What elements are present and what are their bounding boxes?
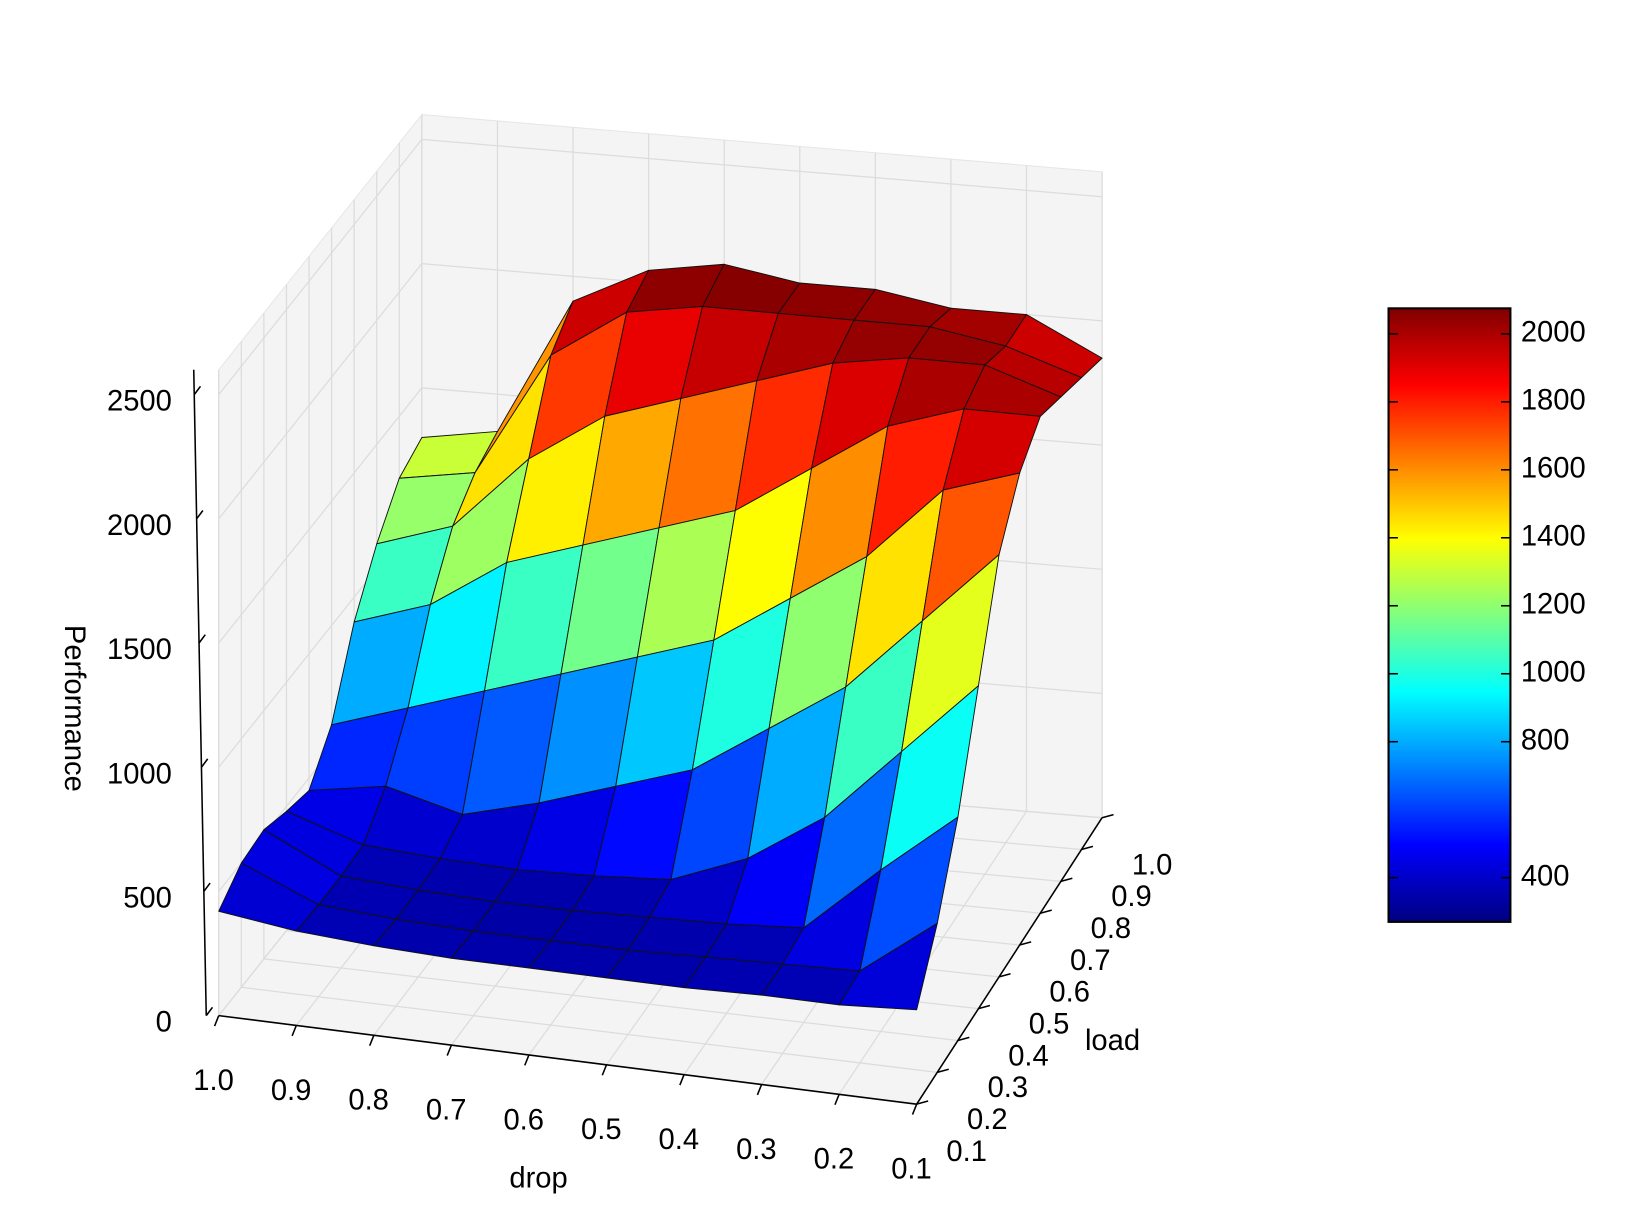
axes: 1.0 0.9 0.8 0.7 0.6 0.5 0.4 0.3 0.2 0.10.10.20.30… [58, 369, 1173, 1194]
y-tick-label: 0.7 [1070, 945, 1111, 977]
axis-line [218, 1014, 917, 1105]
grid-line [218, 387, 423, 644]
grid-line [263, 958, 958, 1042]
colorbar-tick-label: 1400 [1521, 520, 1586, 552]
colorbar: 400 800 1000 1200 1400 1600 1800 2000 [1387, 307, 1586, 923]
grid-line [218, 263, 423, 520]
x-tick [911, 1103, 918, 1115]
z-tick [196, 510, 204, 520]
colorbar-fill [1387, 307, 1512, 923]
z-tick-label: 0 [156, 1007, 172, 1039]
colorbar-tick-label: 1200 [1521, 588, 1586, 620]
colorbar-tick-label: 1000 [1521, 656, 1586, 688]
colorbar-tick-label: 800 [1521, 724, 1570, 756]
colorbar-tick-label: 1800 [1521, 385, 1586, 417]
z-tick [200, 758, 209, 768]
z-axis-label: Performance [58, 625, 90, 792]
grid-line [241, 986, 938, 1073]
z-tick [203, 882, 211, 892]
y-tick-label: 0.3 [988, 1072, 1029, 1104]
y-tick-label: 0.2 [967, 1104, 1008, 1136]
z-tick [198, 634, 206, 644]
x-tick-label: 0.9 [271, 1075, 312, 1107]
y-tick-label: 0.5 [1029, 1009, 1070, 1041]
surface [218, 263, 1103, 1011]
y-tick-label: 1.0 [1132, 849, 1173, 881]
y-tick-label: 0.6 [1049, 977, 1090, 1009]
z-tick-label: 1500 [107, 634, 172, 666]
x-tick-label: 0.6 [503, 1104, 544, 1136]
y-tick [937, 1068, 949, 1074]
x-tick-label: 0.4 [659, 1124, 700, 1156]
z-tick-label: 2000 [107, 510, 172, 542]
y-tick-label: 0.1 [946, 1136, 987, 1168]
x-tick [291, 1025, 298, 1037]
surface-patch [838, 922, 938, 1011]
x-tick [756, 1084, 763, 1096]
y-tick [998, 972, 1011, 978]
x-tick [368, 1035, 375, 1047]
x-tick-label: 0.5 [581, 1114, 622, 1146]
z-tick [193, 385, 202, 396]
grid-line [838, 810, 1028, 1095]
x-tick-label: 0.2 [814, 1144, 855, 1176]
y-tick [916, 1100, 929, 1105]
colorbar-tick-label: 1600 [1521, 452, 1586, 484]
axis-line [916, 817, 1103, 1105]
x-tick [601, 1064, 608, 1076]
y-tick [957, 1036, 970, 1042]
axis-line [192, 369, 208, 1016]
z-tick [205, 1006, 214, 1017]
z-tick-label: 2500 [107, 386, 172, 418]
x-tick [834, 1094, 840, 1106]
x-tick-label: 0.8 [348, 1085, 389, 1117]
colorbar-tick-label: 400 [1521, 860, 1570, 892]
x-tick [213, 1015, 220, 1027]
x-tick-label: 0.7 [426, 1095, 467, 1127]
y-tick [1019, 941, 1032, 946]
y-tick-label: 0.8 [1091, 913, 1132, 945]
x-tick [446, 1044, 453, 1056]
y-tick [1060, 877, 1073, 883]
z-tick-label: 1000 [107, 758, 172, 790]
y-tick [1081, 845, 1094, 851]
y-tick-label: 0.9 [1111, 881, 1152, 913]
x-tick [524, 1054, 530, 1066]
z-tick-label: 500 [123, 882, 172, 914]
x-tick-label: 0.1 [891, 1154, 932, 1186]
grid-line [218, 139, 423, 396]
x-axis-label: drop [509, 1162, 567, 1194]
x-tick [679, 1074, 685, 1086]
y-tick [978, 1004, 991, 1010]
y-axis-label: load [1085, 1025, 1140, 1057]
y-tick [1040, 909, 1052, 914]
y-tick-label: 0.4 [1008, 1040, 1049, 1072]
x-tick-label: 1.0 [193, 1065, 234, 1097]
x-tick-label: 0.3 [736, 1134, 777, 1166]
y-tick [1101, 813, 1114, 819]
grid-line [421, 138, 1103, 198]
colorbar-tick-label: 2000 [1521, 317, 1586, 349]
